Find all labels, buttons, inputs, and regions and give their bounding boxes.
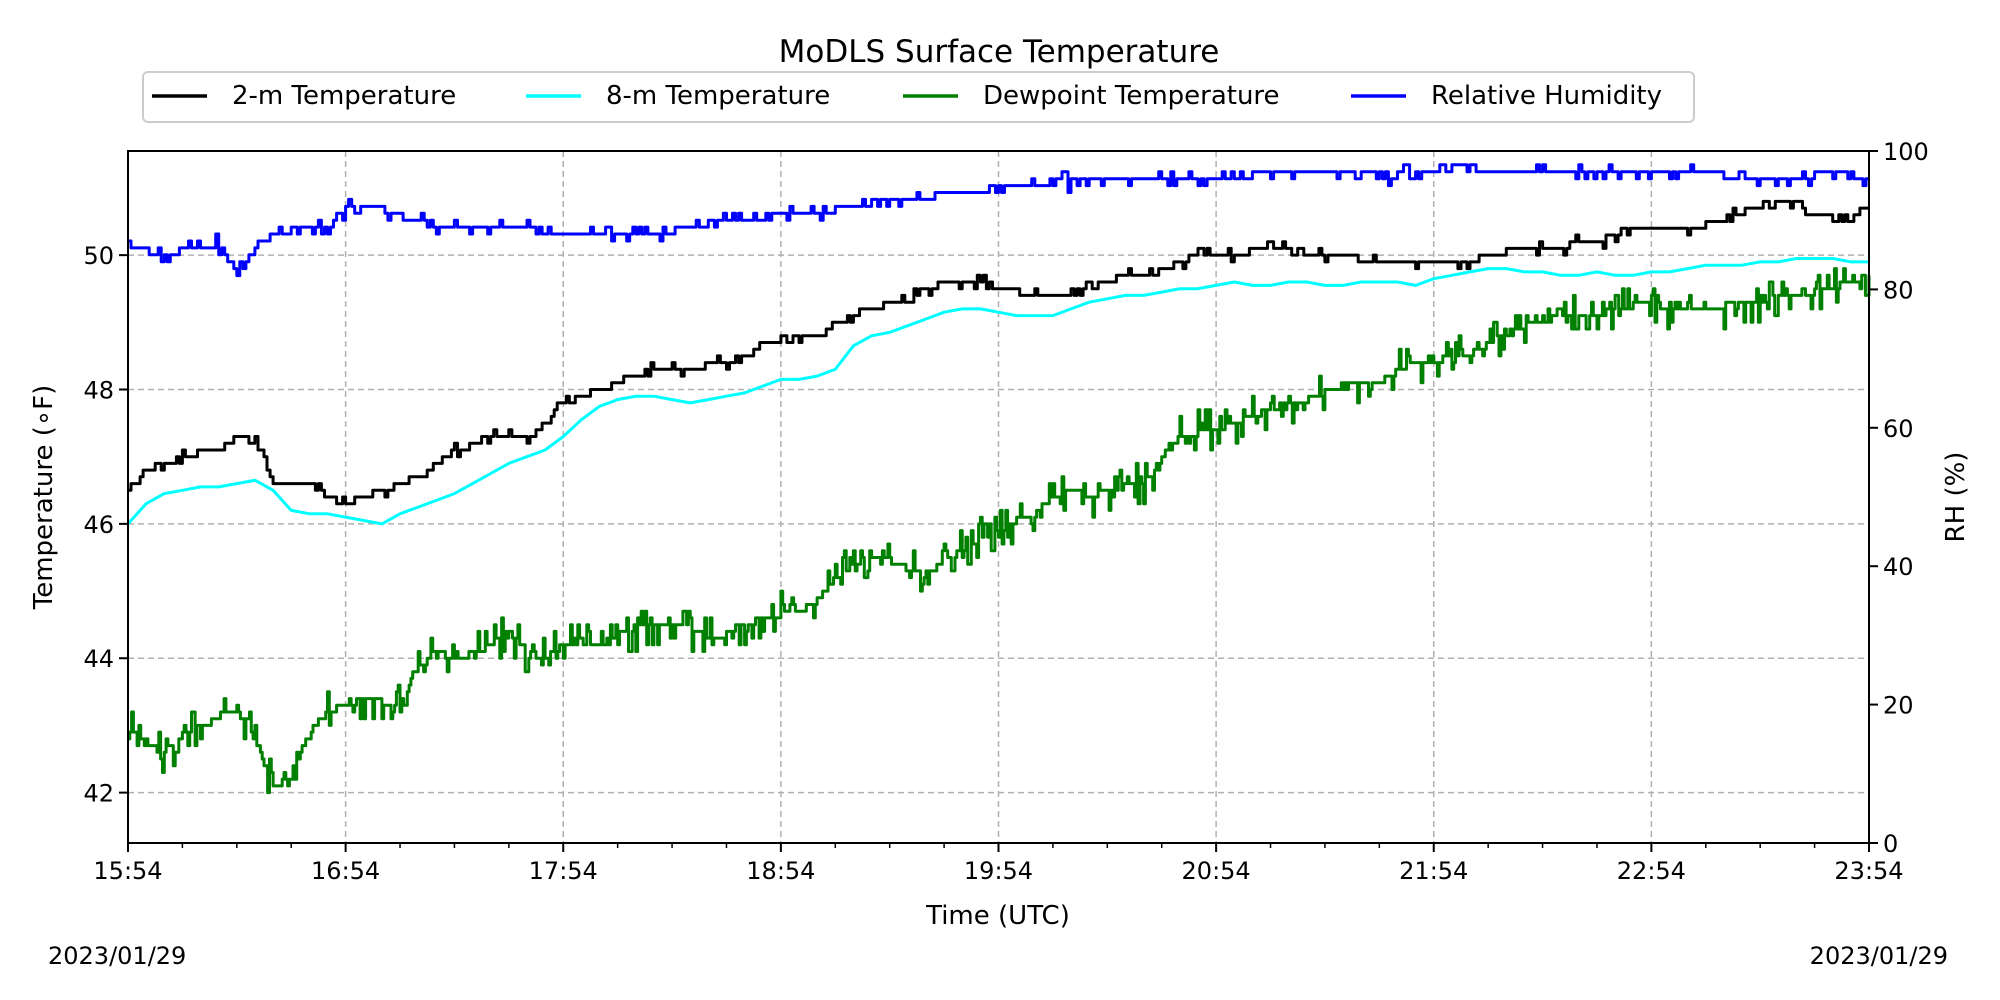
x-tick-label: 19:54 [964,857,1033,885]
y2-axis-label: RH (%) [1941,452,1971,543]
y2-tick-label: 100 [1883,138,1929,166]
x-tick-label: 21:54 [1399,857,1468,885]
x-tick-label: 20:54 [1182,857,1251,885]
series-line-8-m-temperature [126,257,1869,526]
x-tick-label: 23:54 [1834,857,1903,885]
y-axis-label: Temperature (∘F) [29,385,59,610]
series-line-2-m-temperature [128,199,1869,506]
y-axis-right: 0 20 40 60 80 100 [1869,138,1929,858]
start-date-label: 2023/01/29 [48,942,187,970]
y2-tick-label: 20 [1883,692,1914,720]
y-tick-label: 42 [83,780,114,808]
y2-tick-label: 60 [1883,415,1914,443]
x-tick-label: 22:54 [1617,857,1686,885]
legend-label-8-m-temperature: 8-m Temperature [606,81,830,111]
end-date-label: 2023/01/29 [1809,942,1948,970]
x-tick-label: 15:54 [93,857,162,885]
x-tick-label: 17:54 [529,857,598,885]
x-tick-label: 18:54 [746,857,815,885]
chart-title: MoDLS Surface Temperature [779,34,1220,70]
series-line-dewpoint-temperature [128,267,1871,795]
legend: 2-m Temperature 8-m Temperature Dewpoint T… [142,71,1695,123]
y2-tick-label: 0 [1883,830,1898,858]
legend-label-2-m-temperature: 2-m Temperature [232,81,456,111]
series-layer [126,163,1871,795]
y-tick-label: 44 [83,645,114,673]
y-axis-left: 42 44 46 48 50 [83,242,128,808]
legend-label-dewpoint-temperature: Dewpoint Temperature [983,81,1280,111]
legend-label-relative-humidity: Relative Humidity [1431,81,1662,111]
series-line-relative-humidity [128,163,1869,278]
y-tick-label: 50 [83,242,114,270]
y2-tick-label: 80 [1883,276,1914,304]
y2-tick-label: 40 [1883,553,1914,581]
x-axis: 15:54 16:54 17:54 18:54 19:54 20:54 21:54 22:54… [93,843,1904,885]
y-tick-label: 46 [83,511,114,539]
x-axis-label: Time (UTC) [925,901,1070,931]
x-tick-label: 16:54 [311,857,380,885]
y-tick-label: 48 [83,377,114,405]
